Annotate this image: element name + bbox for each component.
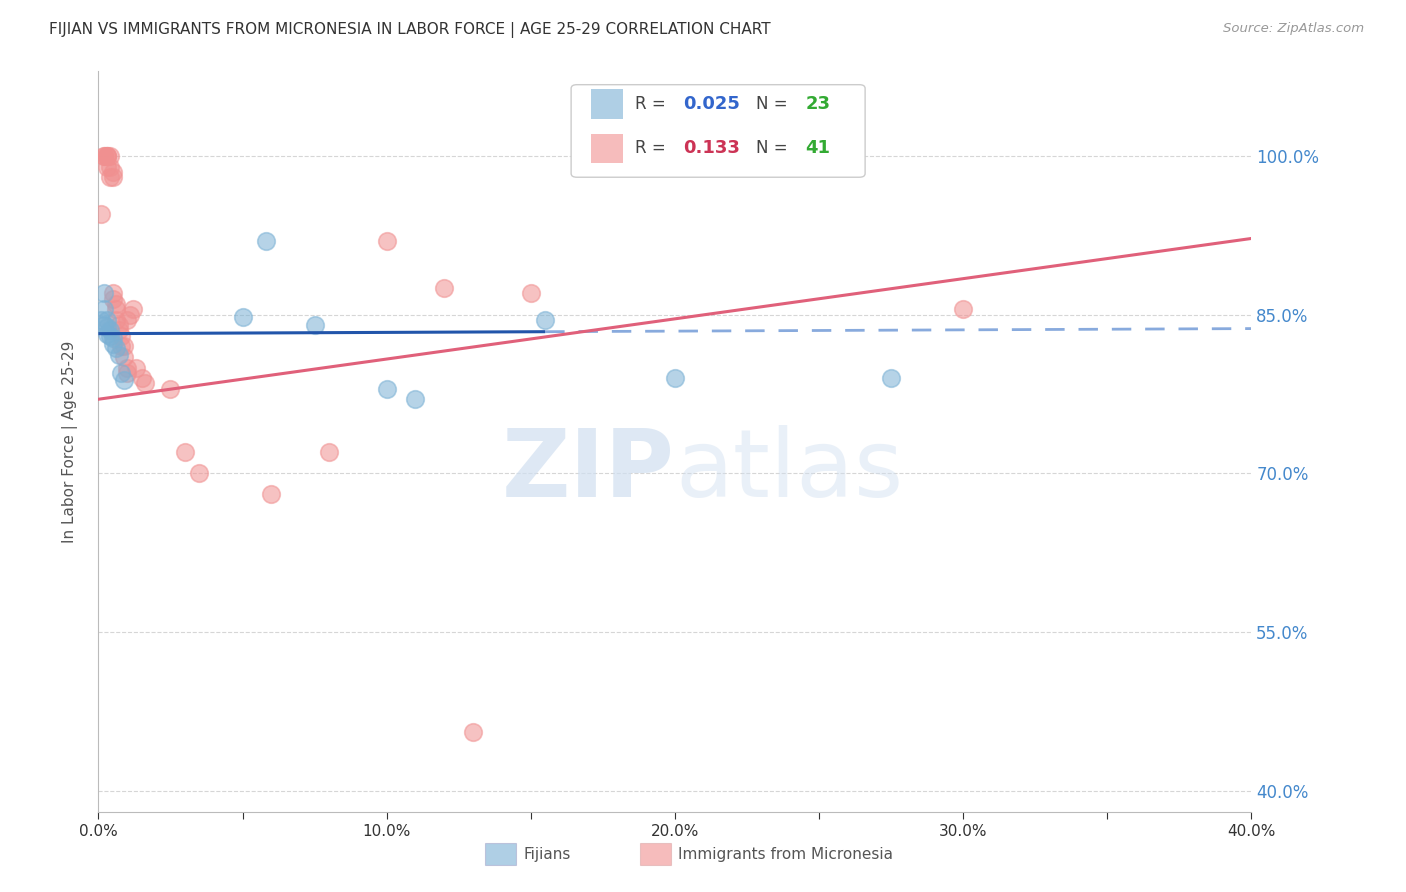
Point (93, 286, 115, 301)
Point (101, 170, 124, 185)
Point (174, 445, 197, 459)
Point (96, 149, 118, 163)
Point (117, 366, 139, 380)
Point (104, 297, 127, 311)
Point (104, 313, 127, 327)
Text: Source: ZipAtlas.com: Source: ZipAtlas.com (1223, 22, 1364, 36)
Point (304, 318, 326, 333)
Text: R =: R = (634, 139, 665, 157)
Point (93, 318, 115, 333)
Point (96, 160, 118, 174)
Text: N =: N = (755, 95, 787, 113)
Point (98, 324, 121, 338)
Point (93, 149, 115, 163)
Point (98, 328, 121, 343)
Point (96, 149, 118, 163)
Point (104, 342, 127, 356)
Bar (591, 89, 623, 120)
Point (98, 149, 121, 163)
Point (120, 308, 142, 322)
Point (122, 302, 145, 317)
Point (433, 281, 456, 295)
Point (664, 371, 686, 385)
Point (107, 348, 129, 362)
Point (96, 326, 118, 341)
FancyBboxPatch shape (571, 85, 865, 178)
Point (110, 366, 132, 380)
Point (188, 467, 211, 481)
Point (405, 392, 427, 407)
Point (112, 339, 135, 353)
Text: ZIP: ZIP (502, 425, 675, 517)
Point (112, 350, 135, 364)
Point (159, 382, 181, 396)
Point (110, 339, 132, 353)
Point (318, 445, 340, 459)
Point (93, 149, 115, 163)
Point (96, 149, 118, 163)
Point (375, 382, 398, 396)
Point (131, 371, 153, 385)
Point (101, 286, 124, 301)
Point (101, 337, 124, 351)
Point (107, 318, 129, 333)
Point (461, 725, 484, 739)
Text: 41: 41 (806, 139, 830, 157)
Point (101, 292, 124, 306)
Point (375, 234, 398, 248)
Text: Immigrants from Micronesia: Immigrants from Micronesia (678, 847, 893, 862)
Point (254, 234, 277, 248)
Point (534, 313, 557, 327)
Point (90, 207, 112, 221)
Text: R =: R = (634, 95, 665, 113)
Point (231, 310, 254, 324)
Text: atlas: atlas (675, 425, 903, 517)
Point (134, 376, 156, 391)
Point (112, 373, 135, 387)
Point (520, 286, 543, 301)
Point (260, 487, 283, 501)
Text: N =: N = (755, 139, 787, 157)
Point (98, 170, 121, 185)
Text: 23: 23 (806, 95, 830, 113)
Point (101, 331, 124, 345)
Point (101, 165, 124, 179)
Text: Fijians: Fijians (523, 847, 571, 862)
Point (98, 160, 121, 174)
Text: 0.025: 0.025 (683, 95, 740, 113)
Point (96, 313, 118, 327)
Point (117, 360, 139, 375)
Point (104, 302, 127, 317)
Text: FIJIAN VS IMMIGRANTS FROM MICRONESIA IN LABOR FORCE | AGE 25-29 CORRELATION CHAR: FIJIAN VS IMMIGRANTS FROM MICRONESIA IN … (49, 22, 770, 38)
Point (880, 371, 903, 385)
Point (107, 324, 129, 338)
Point (110, 328, 132, 343)
Point (96, 320, 118, 334)
Point (93, 302, 115, 317)
Point (125, 360, 148, 375)
Point (117, 313, 139, 327)
Y-axis label: In Labor Force | Age 25-29: In Labor Force | Age 25-29 (62, 341, 77, 542)
Point (90, 313, 112, 327)
Point (952, 302, 974, 317)
Bar (591, 134, 623, 163)
Text: 0.133: 0.133 (683, 139, 740, 157)
